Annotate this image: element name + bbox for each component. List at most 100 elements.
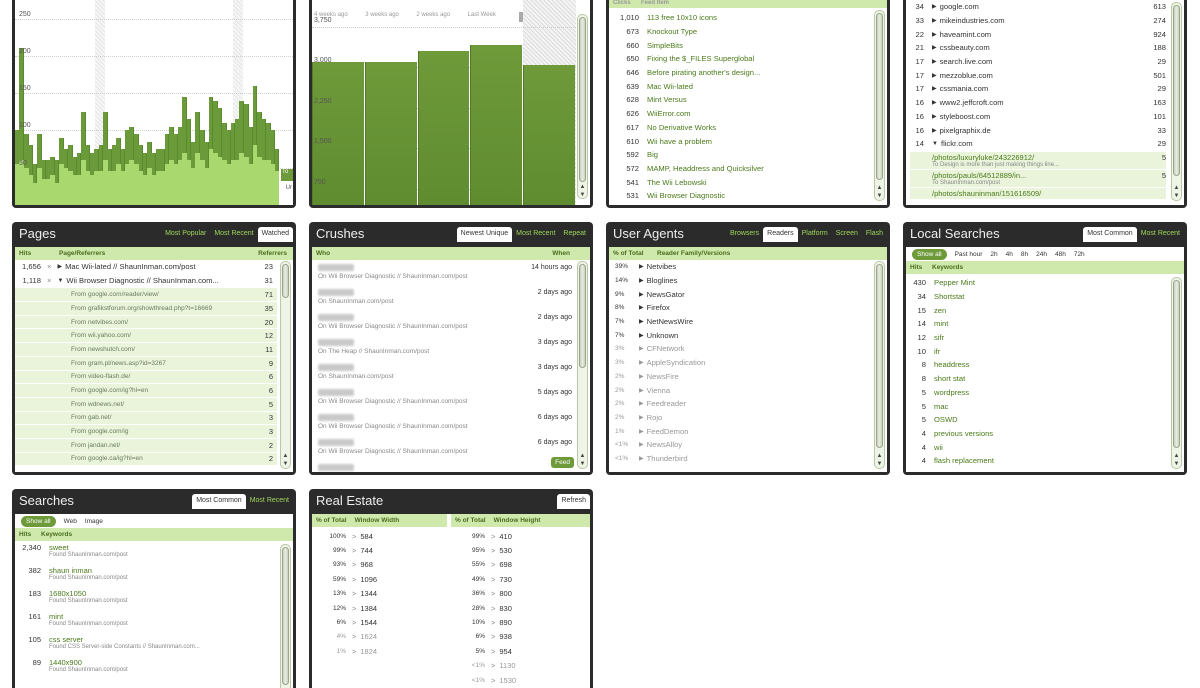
expand-arrow-icon[interactable]: ▶ (932, 86, 937, 93)
search-row[interactable]: 12 sifr (910, 331, 1166, 345)
time-filter-2[interactable]: 2h (990, 250, 998, 258)
referrer-subrow[interactable]: From google.com/ig?hl=en 6 (15, 383, 277, 397)
feed-row[interactable]: 673 Knockout Type (613, 25, 869, 39)
feed-row[interactable]: 617 No Derivative Works (613, 121, 869, 135)
crush-page[interactable]: On Wii Browser Diagnostic // ShaunInman.… (318, 323, 468, 330)
tab-repeat[interactable]: Repeat (563, 230, 586, 237)
scroll-thumb[interactable] (579, 264, 586, 368)
search-row[interactable]: 15 zen (910, 303, 1166, 317)
agent-name[interactable]: NewsGator (646, 289, 685, 299)
scroll-down-icon[interactable]: ▼ (1173, 461, 1180, 467)
referrer-domain[interactable]: pixelgraphix.de (939, 125, 991, 135)
agent-name[interactable]: Firefox (646, 303, 670, 313)
crush-page[interactable]: On Wii Browser Diagnostic // ShaunInman.… (318, 423, 468, 430)
scroll-thumb[interactable] (282, 547, 289, 685)
agent-row[interactable]: 3% ▶ CFNetwork (615, 342, 869, 356)
found-page[interactable]: Found ShaunInman.com/post (49, 667, 128, 673)
scroll-up-icon[interactable]: ▲ (876, 453, 883, 459)
week-tab-3[interactable]: Last Week (467, 12, 496, 18)
search-keyword[interactable]: wordpress (934, 387, 970, 397)
local-scrollbar[interactable]: ▲ ▼ (1171, 277, 1182, 469)
feed-row[interactable]: 639 Mac Wii-lated (613, 79, 869, 93)
expand-arrow-icon[interactable]: ▶ (639, 291, 644, 298)
agent-name[interactable]: CFNetwork (646, 344, 685, 354)
time-filter-6[interactable]: 48h (1054, 250, 1066, 258)
feed-row[interactable]: 650 Fixing the $_FILES Superglobal (613, 52, 869, 66)
tab-most-popular[interactable]: Most Popular (165, 230, 207, 237)
expand-arrow-icon[interactable]: ▶ (639, 264, 644, 271)
agent-row[interactable]: 7% ▶ Unknown (615, 328, 869, 342)
scroll-thumb[interactable] (876, 264, 883, 448)
crushes-scrollbar[interactable]: ▲ ▼ (577, 261, 588, 469)
from-url[interactable]: From wdnews.net/ (71, 400, 125, 408)
feed-row[interactable]: 1,010 113 free 10x10 icons (613, 11, 869, 25)
agent-name[interactable]: Unknown (646, 330, 679, 340)
crush-page[interactable]: On ShaunInman.com/post (318, 298, 394, 305)
referrer-subrow[interactable]: From google.com/reader/view/71 (15, 287, 277, 302)
agent-row[interactable]: 3% ▶ AppleSyndication (615, 356, 869, 370)
feed-item-link[interactable]: Big (647, 150, 658, 160)
time-filter-3[interactable]: 4h (1005, 250, 1013, 258)
crush-page[interactable]: On Wii Browser Diagnostic // ShaunInman.… (318, 398, 468, 405)
referrer-domain[interactable]: google.com (939, 2, 979, 12)
scroll-down-icon[interactable]: ▼ (876, 193, 883, 199)
feed-row[interactable]: 541 The Wii Lebowski (613, 175, 869, 189)
time-filter-4[interactable]: 8h (1020, 250, 1029, 258)
scroll-up-icon[interactable]: ▲ (1173, 185, 1180, 191)
agent-name[interactable]: FeedDemon (646, 426, 689, 436)
week-tab-2[interactable]: 2 weeks ago (416, 12, 451, 18)
expand-arrow-icon[interactable]: ▶ (639, 401, 644, 408)
expand-arrow-icon[interactable]: ▶ (639, 387, 644, 394)
search-row[interactable]: 8 short stat (910, 372, 1166, 386)
referrer-domain[interactable]: www2.jeffcroft.com (939, 98, 1004, 108)
feed-item-link[interactable]: Fixing the $_FILES Superglobal (647, 54, 755, 64)
expand-arrow-icon[interactable]: ▶ (932, 18, 937, 25)
referrer-domain[interactable]: search.live.com (939, 57, 993, 67)
agent-row[interactable]: 14% ▶ Bloglines (615, 274, 869, 288)
feed-item-link[interactable]: 113 free 10x10 icons (647, 13, 717, 23)
agent-name[interactable]: Bloglines (646, 276, 678, 286)
search-keyword[interactable]: flash replacement (934, 456, 994, 466)
expand-arrow-icon[interactable]: ▶ (639, 360, 644, 367)
crush-row[interactable]: On ShaunInman.com/post 3 days ago (318, 364, 572, 387)
search-keyword[interactable]: sweet (49, 543, 69, 552)
referrer-domain[interactable]: styleboost.com (939, 111, 991, 121)
remove-icon[interactable]: × (47, 262, 52, 272)
subrow-path[interactable]: /photos/shauninman/151616509/ (932, 188, 1042, 198)
from-url[interactable]: From google.com/ig (71, 428, 129, 436)
collapse-arrow-icon[interactable]: ▼ (57, 277, 64, 284)
pages-scrollbar[interactable]: ▲ ▼ (280, 261, 291, 469)
tab-watched[interactable]: Watched (257, 227, 293, 242)
scroll-thumb[interactable] (876, 13, 883, 180)
page-row[interactable]: 1,656 × ▶ Mac Wii-lated // ShaunInman.com/p… (15, 260, 277, 274)
crush-row[interactable]: On ShaunInman.com/post 2 days ago (318, 289, 572, 312)
referrers-scrollbar[interactable]: ▲ ▼ (1171, 2, 1182, 201)
search-keyword[interactable]: Pepper Mint (934, 278, 975, 288)
tab-flash[interactable]: Flash (865, 230, 883, 237)
from-url[interactable]: From gab.net/ (71, 414, 112, 422)
collapse-arrow-icon[interactable]: ▼ (932, 140, 938, 147)
feed-row[interactable]: 592 Big (613, 148, 869, 162)
feed-row[interactable]: 646 Before pirating another's design... (613, 66, 869, 80)
agent-name[interactable]: Rojo (646, 412, 663, 422)
scroll-down-icon[interactable]: ▼ (1173, 193, 1180, 199)
feed-row[interactable]: 626 WiiError.com (613, 107, 869, 121)
agent-row[interactable]: 2% ▶ Feedreader (615, 397, 869, 411)
search-row[interactable]: 4 flash replacement (910, 454, 1166, 468)
feed-item-link[interactable]: Wii have a problem (647, 136, 712, 146)
search-row[interactable]: 430 Pepper Mint (910, 276, 1166, 290)
found-page[interactable]: Found ShaunInman.com/post (49, 598, 128, 604)
search-filter-2[interactable]: Image (84, 517, 103, 525)
expand-arrow-icon[interactable]: ▶ (932, 59, 937, 66)
agent-row[interactable]: 2% ▶ NewsFire (615, 370, 869, 384)
scroll-thumb[interactable] (282, 264, 289, 298)
agent-name[interactable]: NetNewsWire (646, 317, 694, 327)
feed-row[interactable]: 628 Mint Versus (613, 93, 869, 107)
from-url[interactable]: From jandan.net/ (71, 441, 121, 449)
agent-name[interactable]: Feedreader (646, 399, 686, 409)
agent-row[interactable]: 2% ▶ Rojo (615, 411, 869, 425)
scroll-up-icon[interactable]: ▲ (1173, 453, 1180, 459)
referrer-subrow[interactable]: From wdnews.net/5 (15, 396, 277, 411)
tab-newest-unique[interactable]: Newest Unique (456, 227, 513, 242)
search-keyword[interactable]: Shortstat (934, 292, 965, 302)
